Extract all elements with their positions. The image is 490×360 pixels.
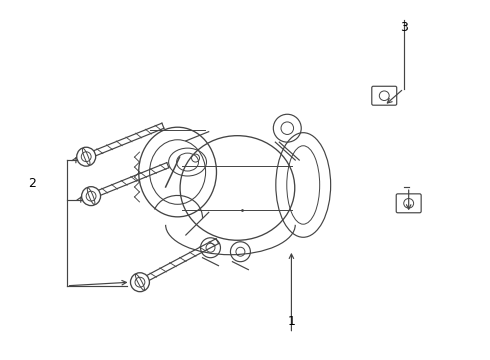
Text: 3: 3 [400,21,408,34]
Text: 2: 2 [28,177,36,190]
Text: 1: 1 [288,315,295,328]
